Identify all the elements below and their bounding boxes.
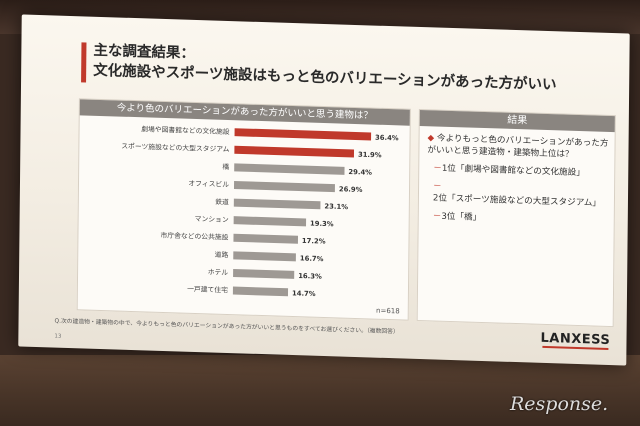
value-label: 26.9%: [339, 185, 363, 194]
value-label: 29.4%: [348, 168, 372, 177]
bar: [234, 145, 355, 158]
value-label: 14.7%: [292, 289, 316, 298]
ranking-text-1: 1位「劇場や図書館などの文化施設」: [441, 163, 585, 179]
summary-lead-text: 今よりもっと色のバリエーションがあった方がいいと思う建造物・建築物上位は？: [427, 133, 609, 160]
bar: [233, 198, 321, 210]
category-label: 鉄道: [215, 197, 229, 206]
category-label: 道路: [215, 250, 229, 259]
ranking-item: －3位「橋」: [433, 210, 609, 228]
summary-panel-title: 結果: [419, 110, 615, 133]
title-accent-bar: [81, 42, 87, 83]
summary-lead: ◆ 今よりもっと色のバリエーションがあった方がいいと思う建造物・建築物上位は？: [427, 132, 609, 162]
dash-bullet-icon: －: [432, 211, 442, 222]
summary-panel: 結果 ◆ 今よりもっと色のバリエーションがあった方がいいと思う建造物・建築物上位…: [416, 108, 616, 328]
ranking-item: －1位「劇場や図書館などの文化施設」: [433, 162, 609, 180]
category-label: スポーツ施設などの大型スタジアム: [121, 141, 229, 153]
ranking-text-2: 2位「スポーツ施設などの大型スタジアム」: [432, 193, 601, 209]
projection-screen: 主な調査結果： 文化施設やスポーツ施設はもっと色のバリエーションがあった方がいい…: [18, 14, 630, 366]
bar: [234, 163, 345, 175]
value-label: 31.9%: [358, 151, 382, 160]
category-label: 劇場や図書館などの文化施設: [141, 124, 230, 136]
category-label: 橋: [222, 162, 229, 171]
summary-body: ◆ 今よりもっと色のバリエーションがあった方がいいと思う建造物・建築物上位は？ …: [427, 132, 610, 228]
bar: [234, 128, 372, 141]
bar: [233, 268, 295, 279]
bar: [233, 180, 335, 193]
bar-chart: 劇場や図書館などの文化施設 36.4% スポーツ施設などの大型スタジアム 31.9% 橋…: [121, 124, 400, 316]
ranking-text-3: 3位「橋」: [441, 211, 482, 223]
bar: [233, 251, 296, 262]
value-label: 16.3%: [298, 272, 322, 281]
value-label: 17.2%: [302, 237, 326, 246]
value-label: 16.7%: [300, 254, 324, 263]
bar: [233, 216, 307, 227]
response-watermark: Response.: [510, 393, 609, 415]
category-label: ホテル: [208, 268, 229, 277]
category-label: 一戸建て住宅: [187, 284, 228, 294]
slide-title: 主な調査結果： 文化施設やスポーツ施設はもっと色のバリエーションがあった方がいい: [93, 41, 557, 96]
page-number: 13: [54, 333, 62, 340]
value-label: 36.4%: [375, 134, 399, 143]
room-wall: [0, 355, 640, 426]
diamond-bullet-icon: ◆: [427, 133, 435, 144]
chart-panel: 今より色のバリエーションがあった方がいいと思う建物は？ 劇場や図書館などの文化施…: [76, 98, 411, 321]
value-label: 23.1%: [324, 202, 348, 211]
value-label: 19.3%: [310, 220, 334, 229]
bar: [232, 286, 289, 297]
sample-size-note: n=618: [376, 307, 400, 316]
bar: [233, 233, 299, 244]
ranking-item: －2位「スポーツ施設などの大型スタジアム」: [433, 180, 609, 210]
category-label: オフィスビル: [188, 179, 229, 189]
dash-bullet-icon: －: [433, 163, 442, 174]
category-label: 市庁舎などの公共施設: [160, 230, 228, 241]
dash-bullet-icon: －: [433, 181, 442, 192]
category-label: マンション: [195, 215, 229, 224]
